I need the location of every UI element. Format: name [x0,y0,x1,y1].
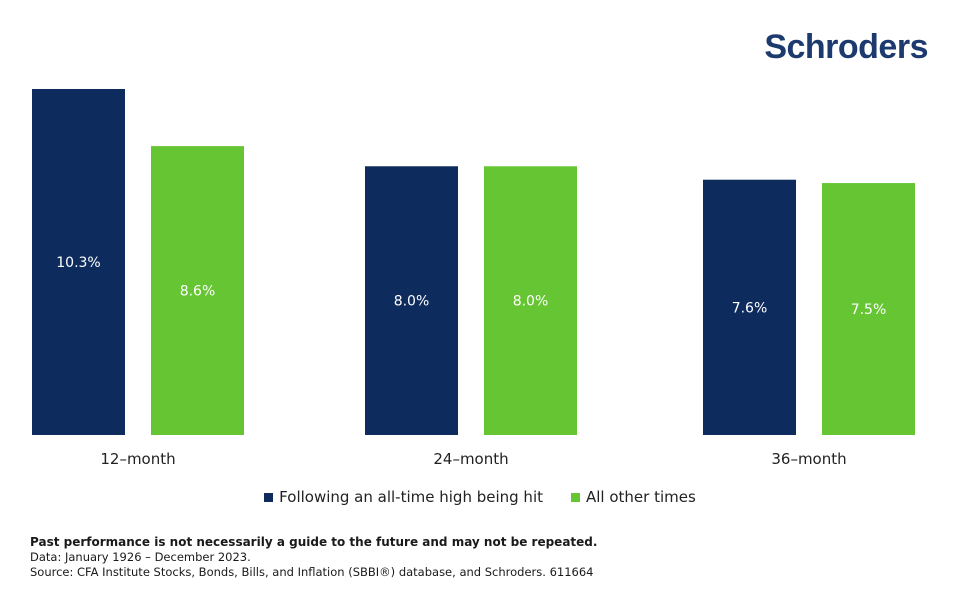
legend-swatch-series2 [571,492,580,502]
bar-ath-36-month [703,179,796,435]
legend-label-series1: Following an all-time high being hit [279,488,543,506]
disclaimer-text: Past performance is not necessarily a gu… [30,535,598,549]
x-tick-label-12-month: 12–month [100,450,175,468]
data-label-ath-12-month: 10.3% [56,255,100,271]
data-label-other-36-month: 7.5% [851,302,887,318]
legend-swatch-series1 [264,492,274,502]
schroders-logo: Schroders [764,28,928,66]
data-note: Data: January 1926 – December 2023. [30,550,251,564]
bar-other-12-month [151,146,244,435]
bar-ath-12-month [32,89,125,435]
data-label-ath-36-month: 7.6% [732,300,768,316]
source-note: Source: CFA Institute Stocks, Bonds, Bil… [30,565,594,579]
legend-item-series2: All other times [571,488,696,506]
bar-ath-24-month [365,166,458,435]
bar-other-24-month [484,166,577,435]
chart-legend: Following an all-time high being hit All… [0,488,960,506]
bar-chart: 10.3% 8.6% 12–month 8.0% 8.0% 24–month 7.6% 7.5… [32,89,915,468]
legend-label-series2: All other times [586,488,696,506]
data-label-other-12-month: 8.6% [180,284,216,300]
chart-footer: Past performance is not necessarily a gu… [30,535,597,580]
data-label-other-24-month: 8.0% [513,294,549,310]
x-tick-label-36-month: 36–month [771,450,846,468]
data-label-ath-24-month: 8.0% [394,294,430,310]
x-tick-label-24-month: 24–month [433,450,508,468]
legend-item-series1: Following an all-time high being hit [264,488,543,506]
bar-other-36-month [822,183,915,435]
